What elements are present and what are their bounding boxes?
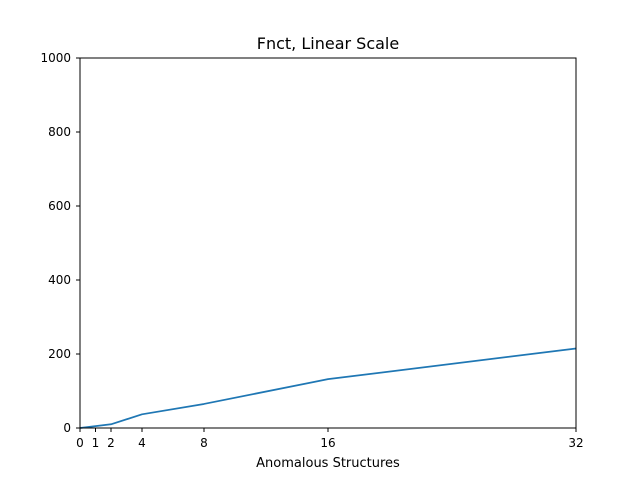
x-axis-ticks: 0 1 2 4 8 16 32 bbox=[76, 428, 584, 450]
x-tick-label: 2 bbox=[107, 436, 115, 450]
y-tick-label: 200 bbox=[48, 347, 71, 361]
x-tick-label: 0 bbox=[76, 436, 84, 450]
y-tick-label: 800 bbox=[48, 125, 71, 139]
y-tick-label: 400 bbox=[48, 273, 71, 287]
y-tick-label: 0 bbox=[63, 421, 71, 435]
x-tick-label: 1 bbox=[92, 436, 100, 450]
x-tick-label: 32 bbox=[568, 436, 583, 450]
x-tick-label: 16 bbox=[320, 436, 335, 450]
chart-title: Fnct, Linear Scale bbox=[257, 34, 399, 53]
y-tick-label: 600 bbox=[48, 199, 71, 213]
x-tick-label: 8 bbox=[200, 436, 208, 450]
series-line-0 bbox=[79, 347, 577, 429]
series-layer bbox=[79, 347, 577, 429]
y-axis-ticks: 0 200 400 600 800 1000 bbox=[40, 51, 80, 435]
x-tick-label: 4 bbox=[138, 436, 146, 450]
x-axis-label: Anomalous Structures bbox=[256, 456, 400, 471]
y-tick-label: 1000 bbox=[40, 51, 71, 65]
